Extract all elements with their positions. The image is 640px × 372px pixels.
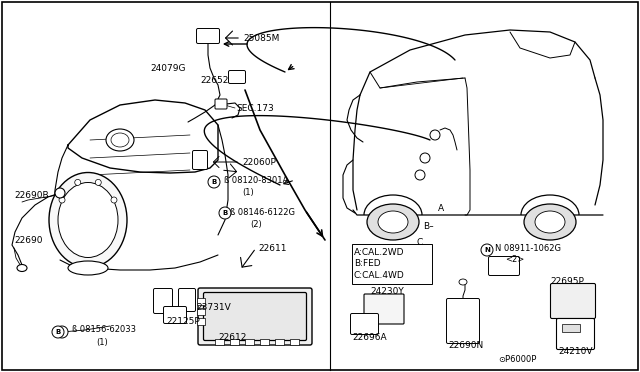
Ellipse shape — [524, 204, 576, 240]
FancyBboxPatch shape — [179, 289, 195, 311]
Circle shape — [219, 207, 231, 219]
Bar — [275, 339, 284, 345]
Circle shape — [59, 197, 65, 203]
Text: A:CAL.2WD: A:CAL.2WD — [354, 247, 404, 257]
Bar — [290, 339, 299, 345]
Ellipse shape — [17, 264, 27, 272]
Text: B: B — [211, 179, 216, 185]
Bar — [215, 339, 224, 345]
Text: 24079G: 24079G — [150, 64, 186, 73]
FancyBboxPatch shape — [550, 283, 595, 318]
Text: A: A — [438, 203, 444, 212]
Text: ß 08146-6122G: ß 08146-6122G — [230, 208, 295, 217]
Text: (2): (2) — [250, 219, 262, 228]
Text: 22690N: 22690N — [448, 340, 483, 350]
Ellipse shape — [49, 173, 127, 267]
Bar — [197, 308, 205, 315]
Bar — [245, 339, 254, 345]
Circle shape — [420, 153, 430, 163]
Text: 25085M: 25085M — [243, 33, 280, 42]
FancyBboxPatch shape — [215, 99, 227, 109]
FancyBboxPatch shape — [154, 289, 173, 314]
Bar — [260, 339, 269, 345]
Circle shape — [208, 176, 220, 188]
Text: 22060P: 22060P — [242, 157, 276, 167]
Circle shape — [415, 170, 425, 180]
Text: 23731V: 23731V — [196, 304, 231, 312]
FancyBboxPatch shape — [228, 71, 246, 83]
Circle shape — [430, 130, 440, 140]
FancyBboxPatch shape — [198, 288, 312, 345]
Text: 24230Y: 24230Y — [370, 288, 404, 296]
FancyBboxPatch shape — [364, 294, 404, 324]
FancyBboxPatch shape — [193, 151, 207, 170]
Text: ß 08120-8301A: ß 08120-8301A — [224, 176, 288, 185]
Text: (1): (1) — [242, 187, 253, 196]
Circle shape — [52, 326, 64, 338]
Ellipse shape — [58, 183, 118, 257]
Circle shape — [481, 244, 493, 256]
FancyBboxPatch shape — [351, 314, 378, 334]
Bar — [230, 339, 239, 345]
Ellipse shape — [68, 261, 108, 275]
Text: <2>: <2> — [505, 256, 524, 264]
Text: 22696A: 22696A — [352, 334, 387, 343]
Circle shape — [95, 179, 101, 185]
Text: N: N — [484, 247, 490, 253]
Ellipse shape — [535, 211, 565, 233]
Text: 22690B: 22690B — [14, 190, 49, 199]
Circle shape — [55, 188, 65, 198]
Text: C: C — [417, 237, 423, 247]
Text: N 08911-1062G: N 08911-1062G — [495, 244, 561, 253]
Text: 22652: 22652 — [200, 76, 228, 84]
FancyBboxPatch shape — [204, 292, 307, 340]
Circle shape — [111, 197, 117, 203]
Bar — [562, 324, 580, 332]
FancyBboxPatch shape — [447, 298, 479, 343]
FancyBboxPatch shape — [163, 307, 186, 324]
Bar — [352, 244, 432, 284]
Text: C:CAL.4WD: C:CAL.4WD — [354, 272, 404, 280]
Ellipse shape — [106, 129, 134, 151]
Text: 22690: 22690 — [14, 235, 42, 244]
Text: B: B — [222, 210, 228, 216]
Ellipse shape — [111, 133, 129, 147]
Text: 22612: 22612 — [218, 334, 246, 343]
FancyBboxPatch shape — [488, 257, 520, 276]
Text: (1): (1) — [96, 337, 108, 346]
Ellipse shape — [367, 204, 419, 240]
FancyBboxPatch shape — [196, 29, 220, 44]
Text: 22125P: 22125P — [166, 317, 200, 327]
Bar — [197, 298, 205, 305]
Ellipse shape — [378, 211, 408, 233]
Text: ß 08156-62033: ß 08156-62033 — [72, 326, 136, 334]
FancyBboxPatch shape — [557, 318, 595, 350]
Circle shape — [56, 326, 68, 338]
Text: 22695P: 22695P — [550, 278, 584, 286]
Text: SEC.173: SEC.173 — [236, 103, 274, 112]
Text: B: B — [56, 329, 61, 335]
Text: ⊙P6000P: ⊙P6000P — [498, 356, 536, 365]
Circle shape — [75, 179, 81, 185]
Ellipse shape — [459, 279, 467, 285]
Text: 24210V: 24210V — [558, 347, 593, 356]
Text: 22611: 22611 — [258, 244, 287, 253]
Text: B:FED: B:FED — [354, 260, 381, 269]
Bar — [197, 318, 205, 325]
Text: B–: B– — [423, 221, 434, 231]
